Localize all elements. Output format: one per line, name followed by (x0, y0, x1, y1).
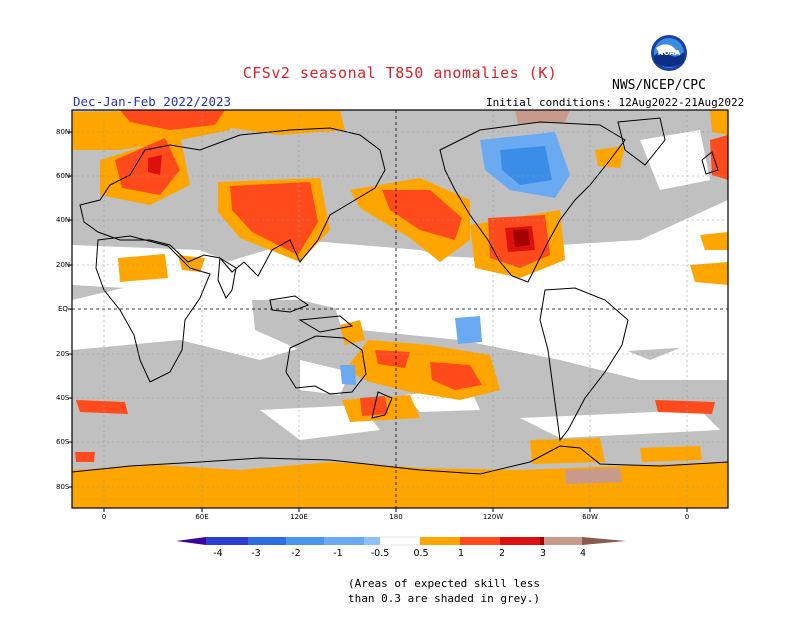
org-label: NWS/NCEP/CPC (612, 78, 706, 93)
colorbar-label: 4 (579, 548, 587, 559)
colorbar-label: 2 (498, 548, 506, 559)
graticule (72, 110, 728, 508)
colorbar-label: 0.5 (413, 548, 429, 559)
lon-label-180: 180 (389, 513, 403, 521)
colorbar-label: -0.5 (370, 548, 390, 559)
lat-label-80s: 80S (56, 483, 70, 491)
equator-dateline (72, 110, 728, 508)
colorbar-high-arrow (582, 537, 626, 545)
coastlines (72, 117, 728, 475)
logo-text: NOAA (658, 49, 681, 57)
lat-label-80n: 80N (56, 128, 71, 136)
lat-label-60s: 60S (56, 438, 70, 446)
red-anomaly-areas (75, 110, 728, 462)
colorbar-label: -3 (251, 548, 261, 559)
lat-label-20s: 20S (56, 350, 70, 358)
lon-label-0-east: 0 (684, 513, 690, 521)
lat-label-40n: 40N (56, 216, 71, 224)
colorbar-label: -4 (213, 548, 223, 559)
lat-label-eq: EQ (58, 305, 68, 313)
skill-note-line2: than 0.3 are shaded in grey.) (348, 592, 541, 605)
colorbar (176, 536, 626, 546)
lon-label-60w: 60W (582, 513, 598, 521)
colorbar-label: -2 (291, 548, 301, 559)
colorbar-low-arrow (176, 537, 206, 545)
lat-label-60n: 60N (56, 172, 71, 180)
lat-label-40s: 40S (56, 394, 70, 402)
strong-anomaly-area (513, 229, 530, 247)
skill-note-line1: (Areas of expected skill less (348, 577, 541, 590)
colorbar-label: -1 (333, 548, 343, 559)
lon-label-120e: 120E (290, 513, 308, 521)
noaa-logo-icon: NOAA (650, 34, 688, 72)
skill-note: (Areas of expected skill less than 0.3 a… (348, 576, 540, 606)
lon-label-0: 0 (101, 513, 107, 521)
lon-label-120w: 120W (482, 513, 504, 521)
initial-conditions: Initial conditions: 12Aug2022-21Aug2022 (486, 96, 745, 109)
forecast-period: Dec-Jan-Feb 2022/2023 (73, 94, 232, 109)
colorbar-label: 3 (539, 548, 547, 559)
colorbar-label: 1 (457, 548, 465, 559)
map-title: CFSv2 seasonal T850 anomalies (K) (242, 64, 558, 82)
lat-label-20n: 20N (56, 261, 71, 269)
lon-label-60e: 60E (195, 513, 209, 521)
